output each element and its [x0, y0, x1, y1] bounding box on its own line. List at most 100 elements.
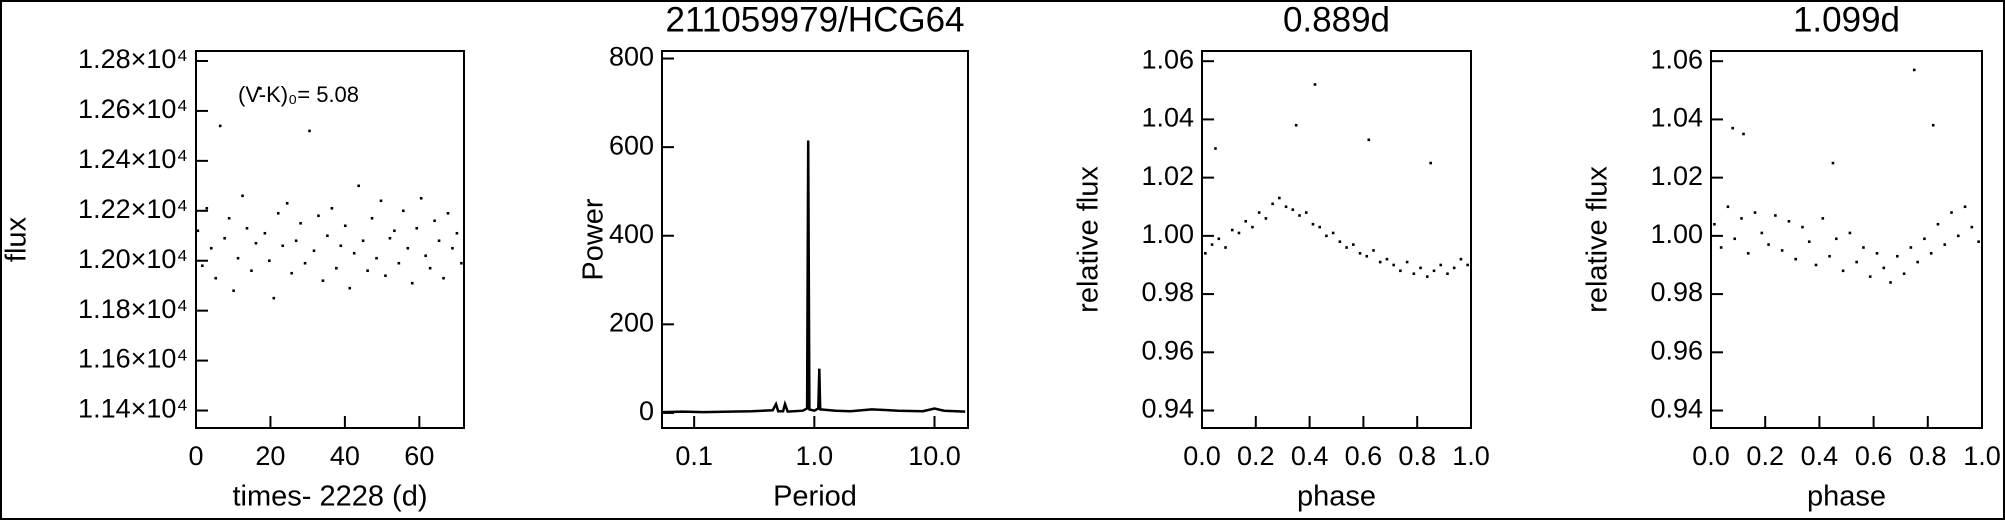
data-point — [1963, 205, 1967, 209]
data-point — [209, 246, 213, 250]
panel-title: 0.889d — [1283, 0, 1390, 39]
data-point — [343, 224, 347, 228]
y-tick-label: 1.28×10⁴ — [78, 44, 188, 74]
y-tick-label: 1.16×10⁴ — [78, 344, 188, 374]
data-point — [1882, 266, 1886, 270]
data-point — [1367, 138, 1371, 142]
data-point — [285, 201, 289, 205]
y-tick-label: 1.02 — [1650, 161, 1703, 191]
data-point — [1224, 246, 1227, 249]
x-tick-label: 20 — [255, 441, 285, 471]
data-point — [1740, 217, 1743, 220]
annotation: (V-K)₀= 5.08 — [238, 82, 359, 107]
data-point — [335, 266, 338, 270]
y-tick-label: 1.04 — [1650, 103, 1703, 133]
data-point — [442, 276, 445, 280]
data-point — [1385, 257, 1389, 261]
x-tick-label: 0.0 — [1183, 441, 1221, 471]
data-point — [361, 239, 365, 243]
data-point — [263, 231, 267, 235]
x-tick-label: 40 — [330, 441, 360, 471]
data-point — [1950, 211, 1953, 214]
data-point — [1733, 237, 1737, 241]
y-tick-label: 200 — [609, 307, 654, 337]
y-tick-label: 1.20×10⁴ — [78, 244, 188, 274]
plot-frame — [195, 50, 465, 429]
data-point — [1446, 272, 1449, 276]
data-point — [196, 229, 200, 233]
x-tick-label: 0.8 — [1909, 441, 1947, 471]
data-point — [1713, 222, 1716, 226]
x-axis-label: phase — [1297, 481, 1376, 513]
data-point — [1459, 257, 1463, 261]
data-point — [1889, 281, 1892, 284]
panel-title: 211059979/HCG64 — [665, 0, 964, 39]
data-point — [1429, 161, 1432, 165]
data-point — [236, 256, 240, 260]
data-point — [388, 236, 392, 240]
x-tick-label: 0.6 — [1345, 441, 1383, 471]
data-point — [357, 184, 360, 188]
data-point — [348, 286, 352, 290]
data-point — [446, 211, 450, 215]
data-point — [366, 269, 369, 273]
data-point — [1726, 205, 1730, 209]
data-point — [1257, 211, 1261, 214]
data-point — [1230, 228, 1234, 232]
data-point — [384, 274, 387, 278]
data-point — [1774, 214, 1777, 217]
data-point — [1848, 231, 1852, 235]
plot-frame — [1710, 50, 1983, 429]
data-point — [375, 256, 378, 260]
data-point — [326, 234, 329, 238]
data-point — [1909, 246, 1913, 249]
data-point — [1916, 260, 1919, 264]
x-tick-label: 1.0 — [1452, 441, 1490, 471]
x-tick-label: 0.0 — [1692, 441, 1730, 471]
data-point — [1214, 147, 1217, 150]
data-point — [1217, 237, 1221, 241]
data-point — [218, 124, 222, 128]
data-point — [1439, 263, 1443, 267]
data-point — [1821, 217, 1825, 220]
y-tick-label: 800 — [609, 42, 654, 72]
data-point — [312, 249, 316, 253]
data-point — [1835, 237, 1838, 241]
x-tick-label: 0 — [188, 441, 203, 471]
data-point — [1767, 243, 1770, 246]
data-point — [1365, 254, 1369, 258]
data-point — [317, 214, 320, 218]
data-point — [1841, 269, 1845, 273]
y-tick-label: 1.26×10⁴ — [78, 94, 188, 124]
data-point — [290, 271, 293, 275]
data-point — [1298, 214, 1301, 217]
data-point — [410, 281, 414, 285]
data-point — [303, 261, 307, 265]
data-point — [1956, 234, 1960, 238]
data-point — [281, 244, 285, 248]
data-point — [245, 226, 249, 230]
data-point — [455, 231, 459, 235]
data-point — [1896, 254, 1899, 258]
x-axis-label: phase — [1807, 481, 1886, 513]
data-point — [1862, 246, 1865, 249]
data-point — [1352, 243, 1355, 246]
data-point — [1794, 257, 1797, 261]
data-point — [1372, 249, 1375, 252]
y-tick-label: 1.24×10⁴ — [78, 144, 188, 174]
data-point — [1452, 266, 1456, 270]
data-point — [321, 279, 325, 282]
data-point — [1244, 220, 1248, 223]
data-point — [1742, 132, 1745, 136]
data-point — [1760, 231, 1764, 235]
y-tick-label: 0.96 — [1141, 335, 1194, 365]
data-point — [276, 211, 280, 215]
data-point — [1405, 260, 1409, 264]
data-point — [205, 206, 209, 210]
x-tick-label: 0.4 — [1801, 441, 1839, 471]
data-point — [1237, 231, 1241, 235]
data-point — [241, 194, 244, 198]
data-point — [1432, 269, 1436, 273]
data-point — [433, 219, 436, 223]
data-point — [1399, 269, 1402, 273]
